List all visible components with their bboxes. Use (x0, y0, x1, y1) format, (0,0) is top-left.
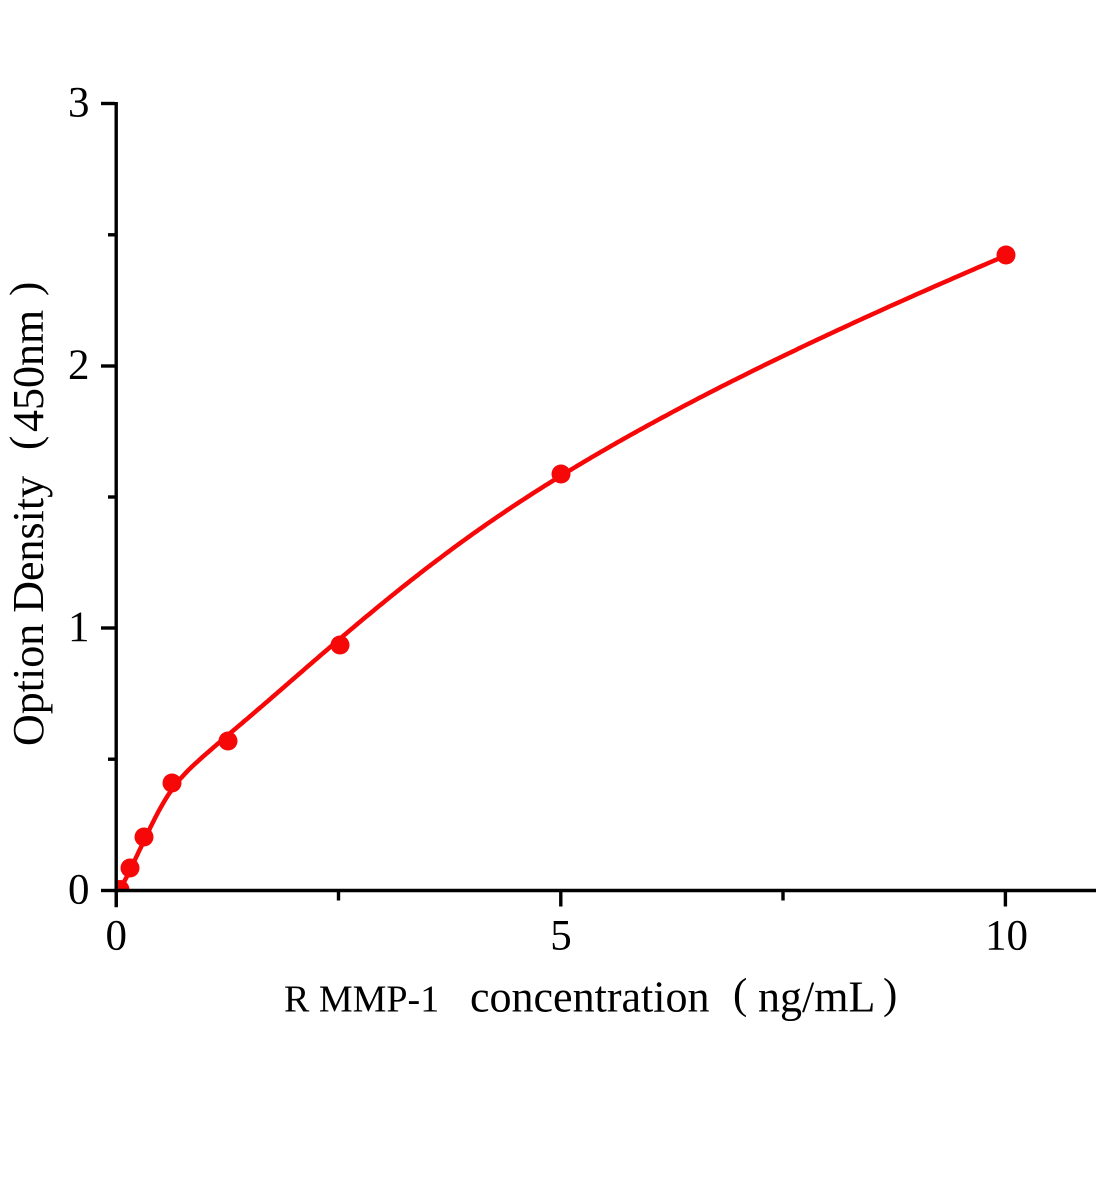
svg-text:Option Density(450nm): Option Density(450nm) (3, 282, 54, 746)
svg-text:3: 3 (68, 80, 90, 127)
svg-text:0: 0 (105, 913, 127, 960)
svg-text:10: 10 (985, 913, 1028, 960)
svg-text:2: 2 (68, 342, 90, 389)
svg-text:5: 5 (550, 913, 572, 960)
svg-text:0: 0 (68, 867, 90, 914)
svg-text:1: 1 (68, 604, 90, 651)
